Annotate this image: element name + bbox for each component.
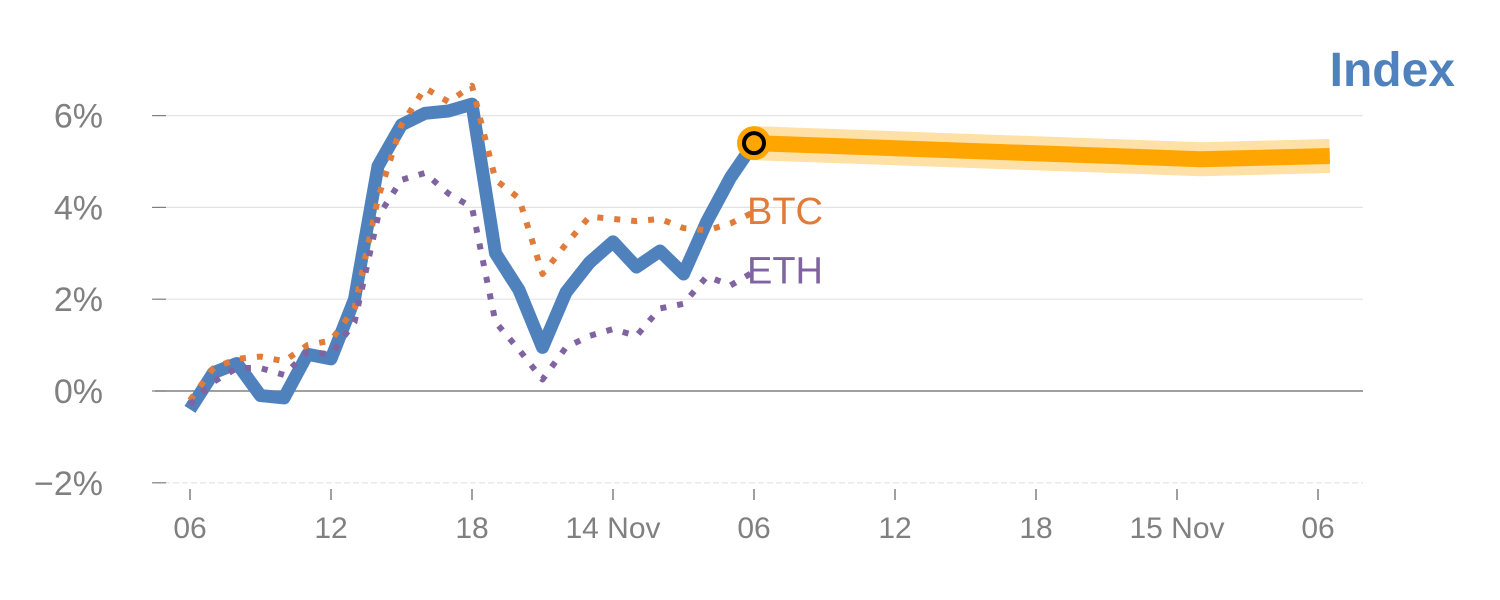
chart-title: Index [1330,44,1456,97]
series-label-eth: ETH [747,251,823,293]
current-marker [742,131,766,156]
x-tick-label: 18 [455,512,488,545]
x-tick-label: 06 [737,512,770,545]
y-tick-label: 2% [54,281,103,319]
x-tick-label: 06 [173,512,206,545]
y-tick-label: −2% [34,465,103,503]
y-tick-label: 0% [54,373,103,411]
x-tick-label: 12 [878,512,911,545]
x-tick-label: 06 [1301,512,1334,545]
x-tick-label: 15 Nov [1129,512,1224,545]
y-tick-label: 6% [54,98,103,136]
x-tick-label: 18 [1019,512,1052,545]
y-tick-label: 4% [54,189,103,227]
series-label-btc: BTC [747,191,823,233]
x-tick-label: 14 Nov [565,512,660,545]
forecast-line [753,135,1330,168]
series-line-index [184,97,760,413]
x-tick-label: 12 [314,512,347,545]
